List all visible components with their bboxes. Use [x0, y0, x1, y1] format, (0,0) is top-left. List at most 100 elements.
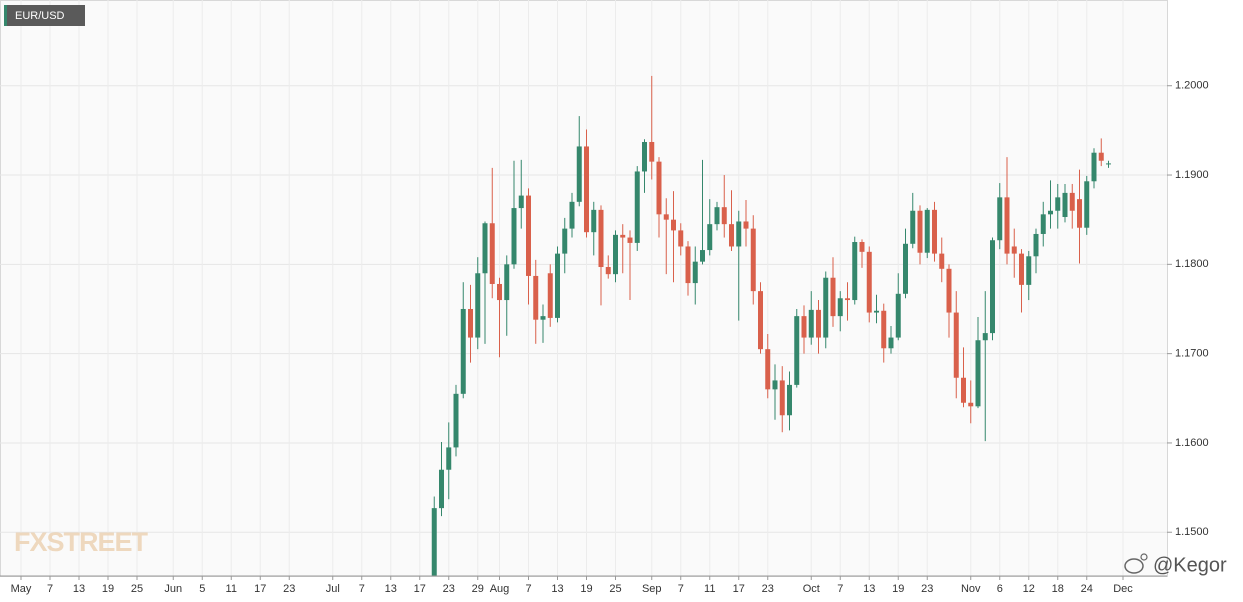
candle-body [736, 221, 742, 247]
candle-body [903, 243, 908, 294]
candle-body [1026, 256, 1032, 285]
candle-body [511, 208, 517, 265]
x-tick-label: Sep [642, 583, 662, 595]
candle-body [808, 309, 814, 338]
x-tick-label: Dec [1113, 583, 1133, 595]
candle-body [787, 384, 792, 416]
title-badge [4, 5, 85, 26]
candle-body [518, 195, 524, 209]
candle-body [533, 275, 539, 320]
x-tick-label: 7 [837, 583, 843, 595]
candle-body [555, 253, 560, 318]
candle-body [562, 228, 568, 254]
candle-body [446, 447, 452, 470]
candle-body [721, 207, 727, 225]
candle-body [1048, 210, 1053, 215]
candle-body [569, 201, 575, 229]
candle-body [714, 207, 720, 225]
candle-body [779, 380, 785, 416]
x-tick-label: 19 [580, 583, 592, 595]
candle-body [997, 197, 1003, 241]
x-tick-label: 29 [472, 583, 484, 595]
candle-body [584, 146, 589, 233]
candle-body [1055, 197, 1061, 211]
candle-body [874, 310, 879, 313]
x-tick-label: May [11, 583, 32, 595]
candle-body [700, 250, 705, 262]
candle-body [823, 277, 829, 338]
candle-body [1084, 181, 1090, 228]
candle-body [743, 221, 749, 229]
candle-body [794, 316, 800, 385]
candle-body [1062, 192, 1068, 218]
candle-body [924, 209, 930, 253]
candle-body [460, 308, 466, 394]
x-tick-label: 18 [1052, 583, 1064, 595]
x-tick-label: Jun [164, 583, 182, 595]
axes: 1.1500 1.1600 1.1700 1.1800 1.1900 1.2000 May 7… [0, 80, 1209, 595]
candle-body [881, 310, 887, 349]
x-tick-label: 23 [762, 583, 774, 595]
candle-body [649, 141, 655, 162]
candle-body [431, 508, 437, 576]
x-tick-label: 5 [199, 583, 205, 595]
x-tick-label: 12 [1023, 583, 1035, 595]
y-tick-label: 1.1700 [1175, 348, 1209, 360]
candle-body [685, 246, 691, 284]
candles [431, 75, 1111, 576]
candle-body [468, 308, 473, 338]
y-tick-label: 1.1900 [1175, 169, 1209, 181]
candle-body [772, 380, 778, 390]
candle-body [591, 209, 597, 233]
x-tick-label: 13 [385, 583, 397, 595]
candle-body [671, 219, 676, 231]
candle-body [598, 209, 604, 268]
y-tick-label: 1.1500 [1175, 526, 1209, 538]
plot-area [0, 0, 1168, 577]
candle-body [1004, 197, 1010, 254]
candle-body [729, 224, 734, 247]
x-tick-label: 11 [704, 583, 715, 595]
candle-body [982, 333, 988, 341]
candle-body [1091, 152, 1097, 182]
candle-body [663, 214, 669, 220]
x-tick-label: 23 [921, 583, 933, 595]
y-tick-label: 1.2000 [1175, 80, 1209, 92]
x-tick-label: 13 [551, 583, 563, 595]
candle-body [475, 273, 481, 338]
candle-body [707, 224, 713, 251]
candle-body [627, 237, 633, 243]
candle-body [1077, 199, 1082, 228]
candle-body [888, 337, 894, 349]
x-tick-label: Aug [490, 583, 510, 595]
candle-body [758, 291, 763, 350]
candle-body [939, 253, 945, 269]
x-tick-label: 6 [997, 583, 1003, 595]
credit-watermark: @Kegor [1153, 554, 1227, 576]
x-tick-label: 11 [226, 583, 237, 595]
candle-body [895, 293, 901, 338]
candle-body [845, 298, 850, 301]
x-tick-label: 23 [443, 583, 455, 595]
x-tick-label: 25 [609, 583, 621, 595]
candle-body [932, 209, 937, 254]
x-tick-label: 24 [1081, 583, 1093, 595]
candle-body [547, 273, 553, 318]
x-tick-label: Jul [326, 583, 340, 595]
candle-body [692, 261, 698, 284]
title-badge-stripe [4, 5, 7, 26]
candle-body [489, 223, 495, 284]
candle-body [1040, 214, 1046, 234]
candle-body [750, 228, 756, 292]
x-tick-label: 7 [47, 583, 53, 595]
x-tick-label: 19 [892, 583, 904, 595]
x-tick-label: Nov [961, 583, 981, 595]
candle-body [1106, 163, 1111, 165]
candle-body [910, 210, 916, 244]
candle-body [1011, 246, 1017, 254]
candle-body [540, 316, 546, 320]
candle-body [917, 210, 923, 253]
x-tick-label: 17 [414, 583, 426, 595]
candle-body [576, 146, 582, 202]
